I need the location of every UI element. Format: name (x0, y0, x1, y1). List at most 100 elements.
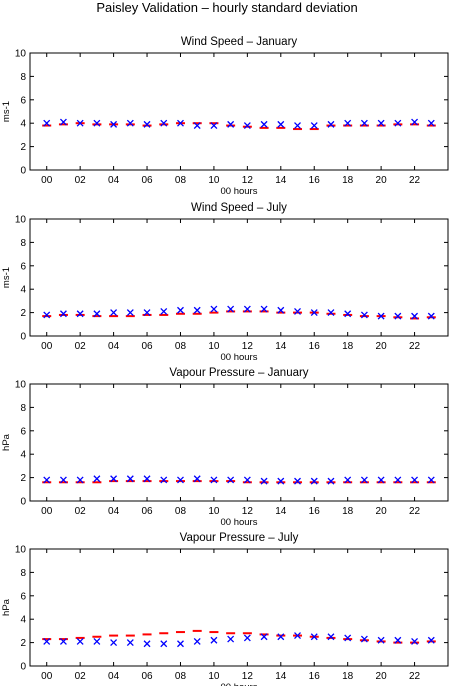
data-point-x (411, 118, 419, 126)
x-tick-label: 04 (108, 175, 120, 186)
data-point-x (110, 475, 118, 483)
data-point-x (327, 120, 335, 128)
data-point-x (93, 310, 101, 318)
y-tick-label: 8 (20, 403, 26, 414)
data-point-x (310, 309, 318, 317)
y-tick-label: 2 (20, 308, 26, 319)
data-point-x (394, 476, 402, 484)
x-tick-label: 08 (175, 671, 187, 682)
data-point-x (277, 306, 285, 314)
series-1 (42, 480, 436, 484)
series-2 (43, 305, 435, 320)
data-point-x (243, 634, 251, 642)
data-point-x (93, 637, 101, 645)
series-1 (42, 122, 436, 131)
x-tick-label: 04 (108, 671, 120, 682)
data-point-x (411, 312, 419, 320)
data-point-x (177, 306, 184, 314)
y-tick-label: 8 (20, 72, 26, 83)
x-tick-label: 14 (275, 671, 287, 682)
x-tick-label: 10 (208, 341, 220, 352)
y-tick-label: 10 (15, 215, 27, 226)
data-point-x (310, 122, 318, 129)
y-tick-label: 8 (20, 238, 26, 249)
data-point-x (327, 633, 335, 641)
data-point-x (394, 312, 402, 320)
data-point-x (310, 633, 318, 641)
y-tick-label: 8 (20, 568, 26, 579)
x-tick-label: 06 (141, 506, 153, 517)
data-point-x (243, 476, 251, 484)
x-tick-label: 12 (242, 671, 254, 682)
data-point-x (160, 476, 168, 484)
x-tick-label: 00 (41, 671, 53, 682)
x-tick-label: 14 (275, 506, 287, 517)
data-point-x (277, 633, 285, 641)
data-point-x (193, 475, 201, 483)
plot-frame (29, 218, 449, 337)
data-point-x (177, 119, 184, 127)
data-point-x (76, 637, 84, 645)
data-point-x (360, 476, 368, 484)
y-tick-label: 4 (20, 119, 26, 130)
data-point-x (377, 636, 385, 644)
data-point-x (243, 305, 251, 313)
data-point-x (260, 120, 268, 128)
x-tick-label: 20 (376, 175, 388, 186)
y-axis-label: hPa (1, 598, 12, 616)
data-point-x (160, 640, 168, 648)
data-point-x (344, 119, 352, 127)
data-point-x (394, 119, 402, 127)
data-point-x (360, 635, 368, 643)
data-point-x (427, 312, 435, 320)
data-point-x (394, 636, 402, 644)
data-point-x (277, 120, 285, 128)
data-point-x (143, 640, 151, 648)
x-tick-label: 10 (208, 671, 220, 682)
y-tick-label: 2 (20, 473, 26, 484)
data-point-x (93, 475, 101, 483)
x-tick-label: 04 (108, 506, 120, 517)
x-tick-label: 22 (409, 506, 421, 517)
x-tick-label: 22 (409, 671, 421, 682)
plot-frame (29, 383, 449, 502)
data-point-x (193, 122, 201, 129)
x-tick-label: 16 (309, 671, 321, 682)
y-tick-label: 4 (20, 285, 26, 296)
data-point-x (110, 639, 118, 647)
x-tick-label: 20 (376, 506, 388, 517)
x-tick-label: 18 (342, 506, 354, 517)
data-point-x (76, 310, 84, 318)
y-axis-label: ms-1 (1, 267, 12, 288)
x-tick-label: 02 (75, 671, 87, 682)
x-tick-label: 16 (309, 506, 321, 517)
data-point-x (344, 310, 352, 318)
y-tick-label: 0 (20, 332, 26, 343)
data-point-x (277, 477, 285, 485)
series-2 (43, 475, 435, 485)
x-tick-label: 22 (409, 175, 421, 186)
x-tick-label: 00 (41, 341, 53, 352)
y-tick-label: 6 (20, 426, 26, 437)
data-point-x (344, 476, 352, 484)
x-tick-label: 08 (175, 175, 187, 186)
y-tick-label: 10 (15, 380, 27, 391)
data-point-x (59, 476, 67, 484)
y-tick-label: 0 (20, 497, 26, 508)
plot-frame (29, 52, 449, 171)
data-point-x (411, 637, 419, 645)
x-axis-label: 00 hours (221, 517, 258, 528)
y-tick-label: 0 (20, 166, 26, 177)
data-point-x (126, 119, 134, 127)
data-point-x (210, 476, 218, 484)
data-point-x (126, 309, 134, 317)
data-point-x (427, 636, 435, 644)
data-point-x (327, 309, 335, 317)
data-point-x (294, 122, 301, 129)
data-point-x (177, 640, 184, 648)
panel-title: Vapour Pressure – January (169, 367, 308, 379)
data-point-x (260, 305, 268, 313)
